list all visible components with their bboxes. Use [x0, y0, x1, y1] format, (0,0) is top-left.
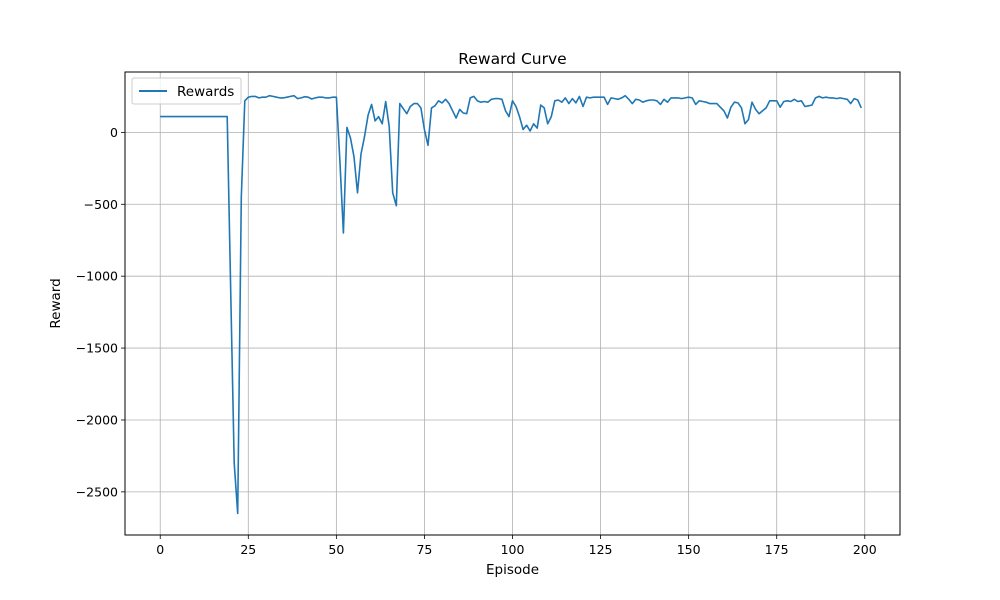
- y-tick-label: −1000: [76, 269, 118, 284]
- x-tick-label: 25: [240, 542, 256, 557]
- x-tick-label: 50: [328, 542, 344, 557]
- y-tick-label: −2000: [76, 412, 118, 427]
- y-axis-label: Reward: [48, 278, 64, 328]
- x-tick-label: 175: [765, 542, 789, 557]
- x-tick-label: 125: [589, 542, 613, 557]
- chart-title: Reward Curve: [458, 50, 566, 68]
- y-tick-label: −2500: [76, 484, 118, 499]
- y-tick-label: −1500: [76, 341, 118, 356]
- x-tick-label: 100: [501, 542, 525, 557]
- x-tick-label: 75: [416, 542, 432, 557]
- x-tick-label: 0: [156, 542, 164, 557]
- y-tick-label: 0: [110, 125, 118, 140]
- x-tick-label: 200: [853, 542, 877, 557]
- legend: Rewards: [131, 77, 242, 105]
- legend-label-rewards: Rewards: [177, 84, 234, 100]
- grid-layer: [125, 72, 900, 535]
- x-tick-label: 150: [677, 542, 701, 557]
- legend-box: [131, 77, 242, 105]
- tick-layer: 0 25 50 75 100 125 150 175 200 −2500 −2000 −1500 −10…: [76, 125, 877, 557]
- series-line-rewards: [160, 94, 863, 515]
- x-axis-label: Episode: [486, 562, 539, 578]
- y-tick-label: −500: [84, 197, 118, 212]
- series-layer: [160, 94, 863, 515]
